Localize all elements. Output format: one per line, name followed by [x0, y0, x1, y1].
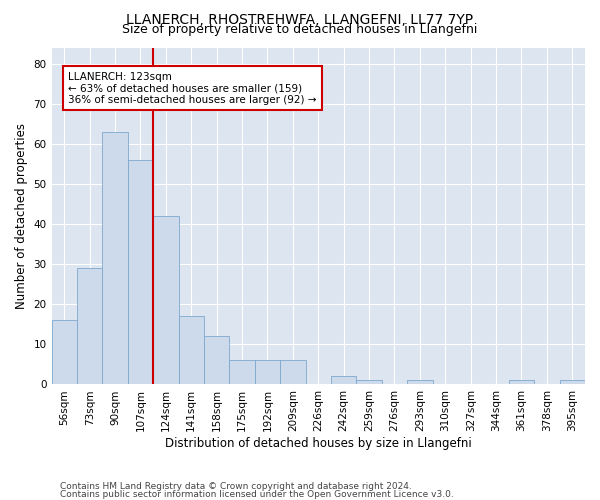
- Bar: [52, 320, 77, 384]
- Bar: [560, 380, 585, 384]
- Text: Size of property relative to detached houses in Llangefni: Size of property relative to detached ho…: [122, 24, 478, 36]
- Bar: [280, 360, 305, 384]
- Bar: [255, 360, 280, 384]
- Bar: [204, 336, 229, 384]
- Bar: [229, 360, 255, 384]
- Bar: [407, 380, 433, 384]
- Text: Contains public sector information licensed under the Open Government Licence v3: Contains public sector information licen…: [60, 490, 454, 499]
- Text: LLANERCH, RHOSTREHWFA, LLANGEFNI, LL77 7YP: LLANERCH, RHOSTREHWFA, LLANGEFNI, LL77 7…: [127, 12, 473, 26]
- Text: LLANERCH: 123sqm
← 63% of detached houses are smaller (159)
36% of semi-detached: LLANERCH: 123sqm ← 63% of detached house…: [68, 72, 317, 105]
- Y-axis label: Number of detached properties: Number of detached properties: [15, 123, 28, 309]
- Bar: [77, 268, 103, 384]
- Bar: [128, 160, 153, 384]
- Bar: [356, 380, 382, 384]
- Text: Contains HM Land Registry data © Crown copyright and database right 2024.: Contains HM Land Registry data © Crown c…: [60, 482, 412, 491]
- X-axis label: Distribution of detached houses by size in Llangefni: Distribution of detached houses by size …: [165, 437, 472, 450]
- Bar: [331, 376, 356, 384]
- Bar: [153, 216, 179, 384]
- Bar: [509, 380, 534, 384]
- Bar: [103, 132, 128, 384]
- Bar: [179, 316, 204, 384]
